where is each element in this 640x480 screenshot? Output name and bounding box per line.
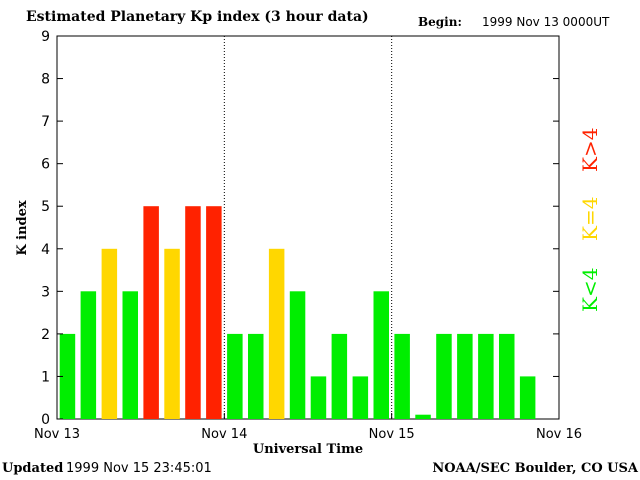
updated-label: Updated [2, 461, 64, 476]
bar [143, 206, 159, 419]
bar [289, 291, 306, 419]
updated-timestamp: 1999 Nov 15 23:45:01 [66, 461, 212, 476]
y-tick-label: 3 [41, 284, 50, 300]
x-tick-label: Nov 15 [369, 427, 415, 442]
bar [268, 248, 285, 419]
y-tick-label: 0 [41, 412, 50, 428]
y-tick-label: 6 [41, 157, 50, 173]
x-tick-label: Nov 16 [536, 427, 582, 442]
begin-label: Begin: [418, 15, 462, 29]
y-tick-label: 5 [41, 199, 50, 215]
plot-frame [56, 35, 560, 420]
source-credit: NOAA/SEC Boulder, CO USA [432, 461, 638, 476]
x-tick-label: Nov 14 [201, 427, 247, 442]
bar [227, 333, 243, 419]
bar [415, 414, 431, 419]
y-tick-label: 9 [41, 29, 50, 45]
y-ticks: 0 1 2 3 4 5 6 7 8 9 [41, 29, 559, 428]
bar [394, 333, 410, 419]
bar [436, 333, 452, 419]
bar [478, 333, 494, 419]
legend-item-above-4: K>4 [577, 127, 602, 172]
bar [164, 248, 180, 419]
x-tick-label: Nov 13 [34, 427, 80, 442]
y-tick-label: 7 [41, 114, 50, 130]
y-axis-label: K index [15, 200, 30, 256]
bar [248, 333, 264, 419]
bar [101, 248, 118, 419]
bar [519, 376, 536, 419]
y-tick-label: 4 [41, 242, 50, 258]
bar [206, 206, 222, 419]
bar [310, 376, 327, 419]
bar [122, 291, 138, 419]
bar [331, 333, 348, 419]
x-axis-label: Universal Time [253, 442, 363, 457]
day-separators [223, 36, 393, 419]
bars-group [59, 206, 536, 419]
bar [499, 333, 515, 419]
begin-value: 1999 Nov 13 0000UT [482, 15, 610, 29]
bar [373, 291, 389, 419]
legend-item-below-4: K<4 [577, 267, 602, 312]
bar [352, 376, 369, 419]
y-tick-label: 1 [41, 369, 50, 385]
bar [185, 206, 201, 419]
y-tick-label: 8 [41, 72, 50, 88]
bar [59, 333, 76, 419]
y-tick-label: 2 [41, 327, 50, 343]
bar [457, 333, 473, 419]
x-ticks: Nov 13 Nov 14 Nov 15 Nov 16 [34, 413, 582, 442]
legend-item-equal-4: K=4 [577, 196, 602, 241]
bar [80, 291, 97, 419]
chart-title: Estimated Planetary Kp index (3 hour dat… [26, 9, 369, 25]
